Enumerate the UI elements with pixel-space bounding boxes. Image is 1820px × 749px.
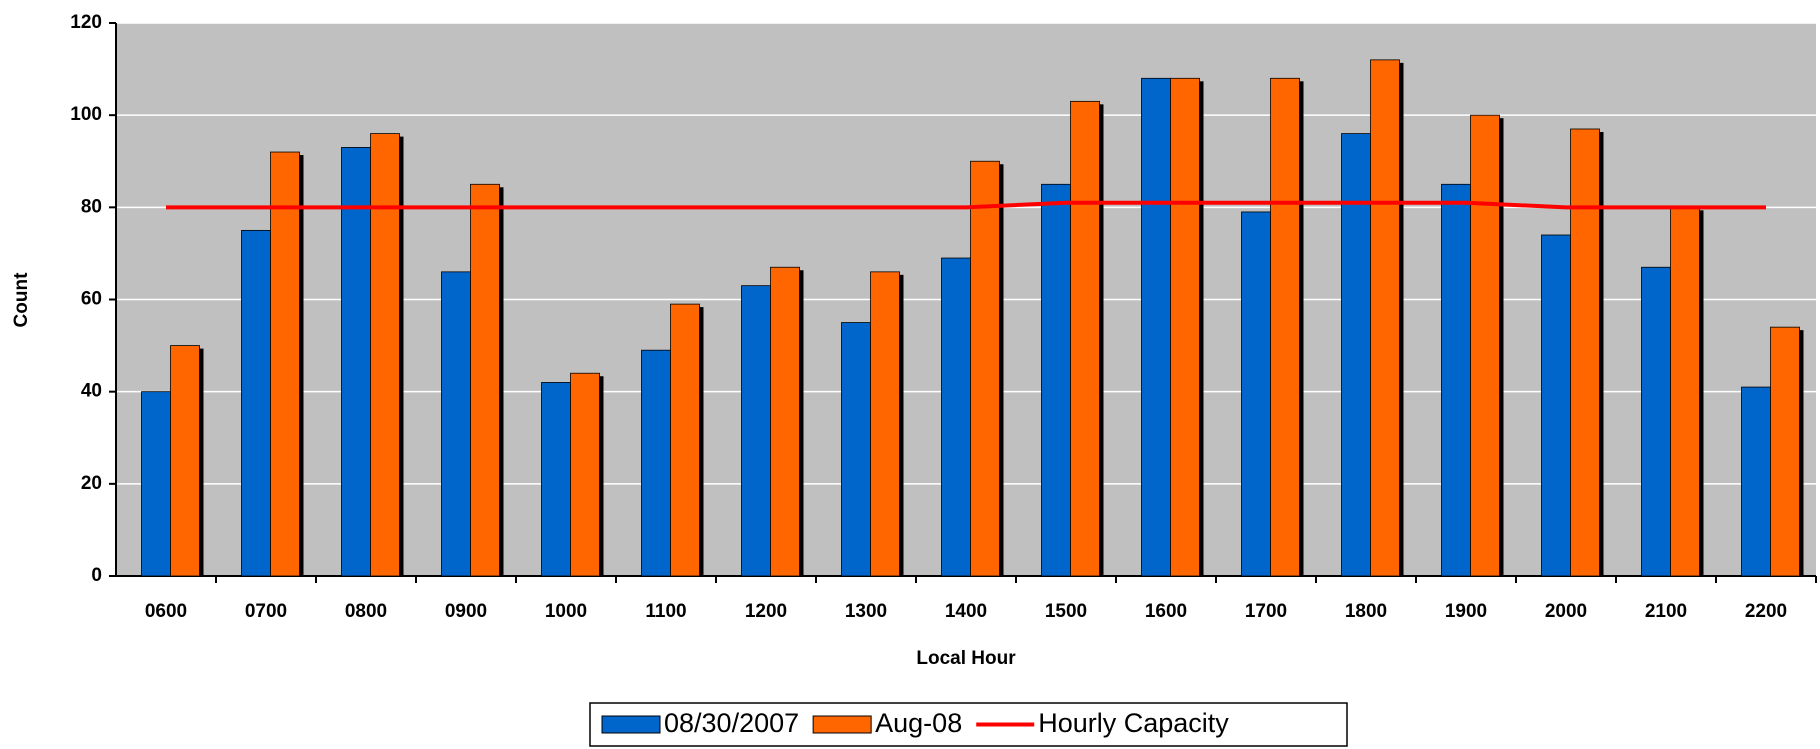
x-tick-label: 0800: [345, 601, 387, 622]
bar: [870, 271, 900, 577]
x-tick-label: 2200: [1745, 601, 1787, 622]
bar: [970, 160, 1000, 577]
line: [166, 200, 1766, 210]
y-tick-label: 100: [70, 104, 102, 125]
x-tick-label: 1900: [1445, 601, 1487, 622]
legend-box: [589, 702, 1348, 747]
y-tick-label: 120: [70, 12, 102, 33]
y-tick-label: 40: [81, 381, 102, 402]
x-tick-label: 2000: [1545, 601, 1587, 622]
bar: [470, 183, 500, 577]
bar: [1741, 386, 1771, 577]
bar: [741, 285, 771, 577]
x-tick-label: 1600: [1145, 601, 1187, 622]
bar: [641, 349, 671, 577]
bar: [1770, 326, 1800, 577]
bar: [1170, 77, 1200, 577]
y-tick-label: 60: [81, 289, 102, 310]
bar: [1241, 211, 1271, 577]
y-axis-label: Count: [11, 272, 32, 328]
bar: [1270, 77, 1300, 577]
x-tick-label: 0700: [245, 601, 287, 622]
y-tick-label: 0: [91, 565, 102, 586]
bar: [1570, 128, 1600, 577]
legend-label: Hourly Capacity: [1038, 708, 1229, 738]
x-tick-label: 0600: [145, 601, 187, 622]
bar: [1670, 206, 1700, 577]
x-axis-label: Local Hour: [916, 648, 1016, 669]
bar: [1141, 77, 1171, 577]
y-tick-label: 20: [81, 473, 102, 494]
bar: [241, 229, 271, 577]
bar: [270, 151, 300, 577]
legend-label: 08/30/2007: [664, 708, 799, 738]
x-tick-label: 1800: [1345, 601, 1387, 622]
x-tick-label: 1200: [745, 601, 787, 622]
bar: [670, 303, 700, 577]
y-tick-label: 80: [81, 196, 102, 217]
bar: [1470, 114, 1500, 577]
bar: [441, 271, 471, 577]
legend-swatch: [812, 715, 872, 734]
bar: [941, 257, 971, 577]
x-tick-label: 0900: [445, 601, 487, 622]
bar: [1070, 100, 1100, 577]
bar: [1641, 266, 1671, 577]
x-tick-label: 1000: [545, 601, 587, 622]
bar: [1541, 234, 1571, 577]
bar: [1041, 183, 1071, 577]
bar: [1441, 183, 1471, 577]
legend-label: Aug-08: [875, 708, 962, 738]
x-tick-label: 1700: [1245, 601, 1287, 622]
bar: [170, 345, 200, 577]
x-tick-label: 1500: [1045, 601, 1087, 622]
bar: [541, 382, 571, 577]
bar: [341, 147, 371, 577]
legend-swatch: [601, 715, 661, 734]
x-tick-label: 1100: [645, 601, 686, 622]
x-tick-label: 1400: [945, 601, 987, 622]
bar: [370, 133, 400, 577]
bar: [570, 372, 600, 577]
x-tick-label: 1300: [845, 601, 887, 622]
x-tick-label: 2100: [1645, 601, 1687, 622]
bar: [841, 322, 871, 577]
bar: [1370, 59, 1400, 577]
bar: [141, 391, 171, 577]
bar: [1341, 133, 1371, 577]
bar: [770, 266, 800, 577]
